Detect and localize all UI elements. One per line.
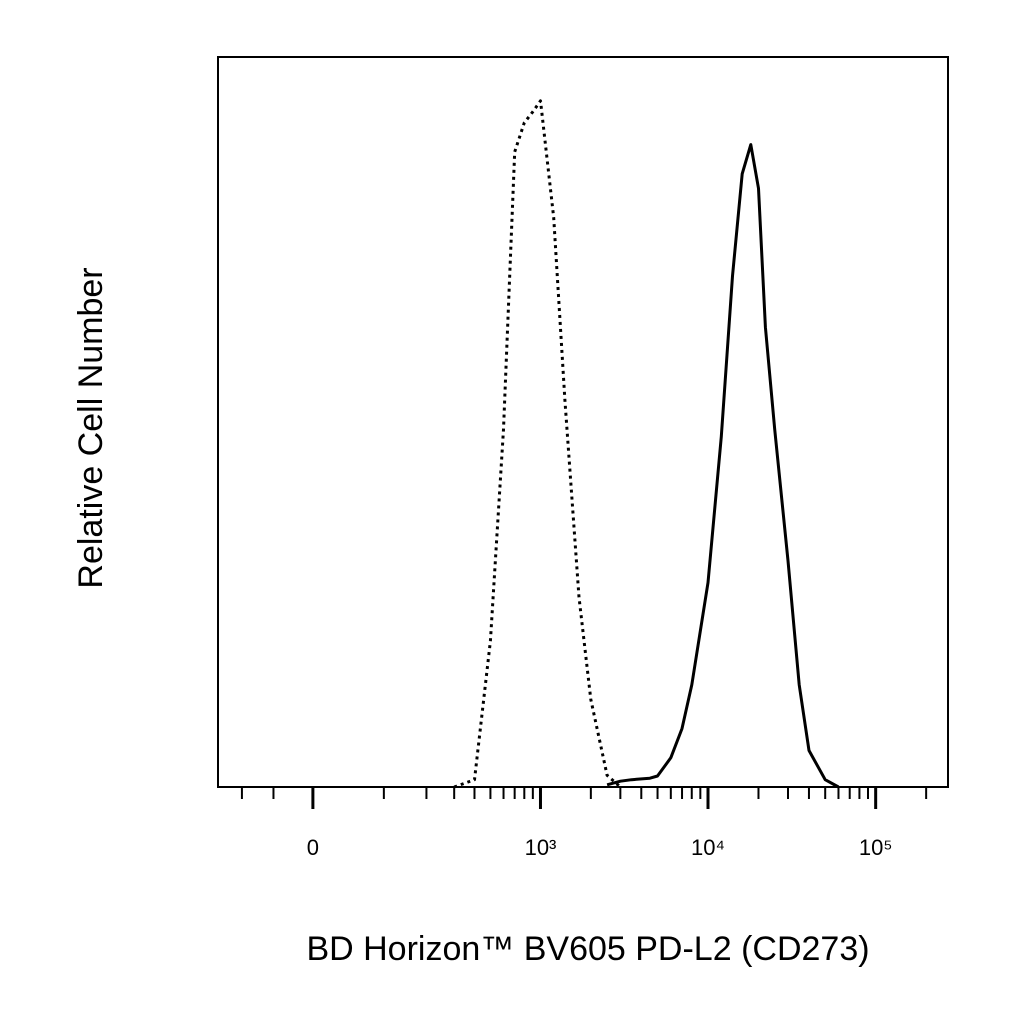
x-tick-label: 10⁴ [691, 835, 725, 860]
y-axis-title: Relative Cell Number [72, 267, 110, 588]
x-tick-label: 0 [307, 835, 319, 860]
series-line [606, 143, 840, 789]
series-line [453, 99, 622, 789]
x-tick-label: 10³ [525, 835, 557, 860]
x-tick-label: 10⁵ [859, 835, 893, 860]
x-axis-title: BD Horizon™ BV605 PD-L2 (CD273) [306, 930, 869, 968]
plot-frame [217, 56, 949, 788]
